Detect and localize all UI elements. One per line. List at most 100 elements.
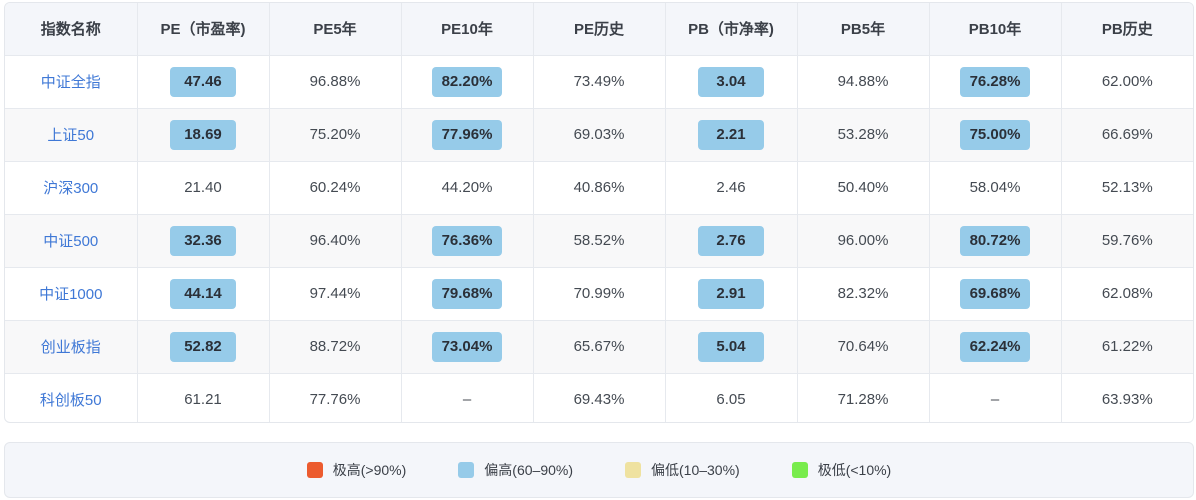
pb-value: 2.76 — [698, 225, 764, 256]
pe-cell: 21.40 — [137, 161, 270, 215]
pe-cell: 44.14 — [137, 267, 270, 321]
index-name-link[interactable]: 中证1000 — [5, 267, 138, 321]
table-row: 中证1000 44.14 97.44% 79.68% 70.99% 2.91 8… — [5, 267, 1193, 321]
pe10-cell: 77.96% — [401, 108, 534, 162]
pb-history-cell: 52.13% — [1061, 161, 1193, 215]
pe10-value: 76.36% — [431, 225, 503, 256]
pb-value: 2.91 — [698, 278, 764, 309]
table-row: 科创板50 61.21 77.76% – 69.43% 6.05 71.28% … — [5, 373, 1193, 422]
pb5-cell: 96.00% — [797, 214, 930, 268]
pe-history-cell: 73.49% — [533, 55, 666, 109]
table-row: 中证全指 47.46 96.88% 82.20% 73.49% 3.04 94.… — [5, 55, 1193, 109]
pb-cell: 6.05 — [665, 373, 798, 422]
pe10-value: 77.96% — [431, 119, 503, 150]
legend-label: 偏低(10–30%) — [651, 462, 740, 478]
pb10-cell: 58.04% — [929, 161, 1062, 215]
header-pe-history[interactable]: PE历史 — [533, 3, 666, 56]
pe10-cell: 76.36% — [401, 214, 534, 268]
index-name-link[interactable]: 沪深300 — [5, 161, 138, 215]
pb10-cell: 69.68% — [929, 267, 1062, 321]
table-header-row: 指数名称 PE（市盈率) PE5年 PE10年 PE历史 PB（市净率) PB5… — [5, 3, 1193, 56]
legend-item-extreme-low: 极低(<10%) — [791, 460, 891, 480]
pb5-cell: 70.64% — [797, 320, 930, 374]
pb-value: 5.04 — [698, 331, 764, 362]
pb-value: 3.04 — [698, 66, 764, 97]
pb5-cell: 53.28% — [797, 108, 930, 162]
pe5-cell: 96.40% — [269, 214, 402, 268]
pb5-cell: 94.88% — [797, 55, 930, 109]
header-pb-history[interactable]: PB历史 — [1061, 3, 1193, 56]
table-row: 创业板指 52.82 88.72% 73.04% 65.67% 5.04 70.… — [5, 320, 1193, 374]
pe5-cell: 96.88% — [269, 55, 402, 109]
index-name-link[interactable]: 科创板50 — [5, 373, 138, 422]
header-pb10[interactable]: PB10年 — [929, 3, 1062, 56]
pe-history-cell: 40.86% — [533, 161, 666, 215]
pe-value: 18.69 — [170, 119, 236, 150]
pe-value: 47.46 — [170, 66, 236, 97]
pe-value: 44.14 — [170, 278, 236, 309]
legend-label: 偏高(60–90%) — [484, 462, 573, 478]
pe5-cell: 88.72% — [269, 320, 402, 374]
pb10-value: 69.68% — [959, 278, 1031, 309]
low-swatch — [625, 462, 641, 478]
pb10-value: 76.28% — [959, 66, 1031, 97]
pe-history-cell: 58.52% — [533, 214, 666, 268]
pb-history-cell: 59.76% — [1061, 214, 1193, 268]
pb-cell: 2.46 — [665, 161, 798, 215]
pe10-cell: 44.20% — [401, 161, 534, 215]
pb-cell: 2.21 — [665, 108, 798, 162]
header-pb[interactable]: PB（市净率) — [665, 3, 798, 56]
pb-cell: 5.04 — [665, 320, 798, 374]
pe10-value: 82.20% — [431, 66, 503, 97]
pe10-cell: 82.20% — [401, 55, 534, 109]
header-pb5[interactable]: PB5年 — [797, 3, 930, 56]
extreme-high-swatch — [306, 462, 323, 478]
pb-cell: 2.76 — [665, 214, 798, 268]
pe10-cell: 73.04% — [401, 320, 534, 374]
pe-history-cell: 69.03% — [533, 108, 666, 162]
index-name-link[interactable]: 中证500 — [5, 214, 138, 268]
high-swatch — [458, 462, 475, 478]
table-row: 上证50 18.69 75.20% 77.96% 69.03% 2.21 53.… — [5, 108, 1193, 162]
pe-cell: 52.82 — [137, 320, 270, 374]
pb10-value: 80.72% — [959, 225, 1031, 256]
pe-cell: 18.69 — [137, 108, 270, 162]
pe10-value: 79.68% — [431, 278, 503, 309]
pb5-cell: 71.28% — [797, 373, 930, 422]
pb-value: 2.21 — [698, 119, 764, 150]
pb5-cell: 82.32% — [797, 267, 930, 321]
valuation-table: 指数名称 PE（市盈率) PE5年 PE10年 PE历史 PB（市净率) PB5… — [5, 3, 1193, 422]
pb-history-cell: 61.22% — [1061, 320, 1193, 374]
header-index-name[interactable]: 指数名称 — [5, 3, 138, 56]
pe10-cell: 79.68% — [401, 267, 534, 321]
pb-cell: 3.04 — [665, 55, 798, 109]
pe5-cell: 75.20% — [269, 108, 402, 162]
legend: 极高(>90%) 偏高(60–90%) 偏低(10–30%) 极低(<10%) — [4, 442, 1194, 498]
header-pe5[interactable]: PE5年 — [269, 3, 402, 56]
index-name-link[interactable]: 上证50 — [5, 108, 138, 162]
pe10-cell: – — [401, 373, 534, 422]
header-pe10[interactable]: PE10年 — [401, 3, 534, 56]
pb-history-cell: 66.69% — [1061, 108, 1193, 162]
pe5-cell: 97.44% — [269, 267, 402, 321]
pe-history-cell: 69.43% — [533, 373, 666, 422]
pe-value: 32.36 — [170, 225, 236, 256]
index-name-link[interactable]: 创业板指 — [5, 320, 138, 374]
pb10-cell: 80.72% — [929, 214, 1062, 268]
pe5-cell: 60.24% — [269, 161, 402, 215]
extreme-low-swatch — [791, 462, 808, 478]
table-row: 沪深300 21.40 60.24% 44.20% 40.86% 2.46 50… — [5, 161, 1193, 215]
pe-cell: 61.21 — [137, 373, 270, 422]
pb10-cell: – — [929, 373, 1062, 422]
pb-history-cell: 62.08% — [1061, 267, 1193, 321]
pb10-value: 62.24% — [959, 331, 1031, 362]
legend-item-extreme-high: 极高(>90%) — [306, 460, 406, 480]
table-row: 中证500 32.36 96.40% 76.36% 58.52% 2.76 96… — [5, 214, 1193, 268]
header-pe[interactable]: PE（市盈率) — [137, 3, 270, 56]
pe10-value: 73.04% — [431, 331, 503, 362]
valuation-table-card: 指数名称 PE（市盈率) PE5年 PE10年 PE历史 PB（市净率) PB5… — [4, 2, 1194, 423]
pe-history-cell: 65.67% — [533, 320, 666, 374]
pb10-cell: 76.28% — [929, 55, 1062, 109]
index-name-link[interactable]: 中证全指 — [5, 55, 138, 109]
pe-cell: 32.36 — [137, 214, 270, 268]
